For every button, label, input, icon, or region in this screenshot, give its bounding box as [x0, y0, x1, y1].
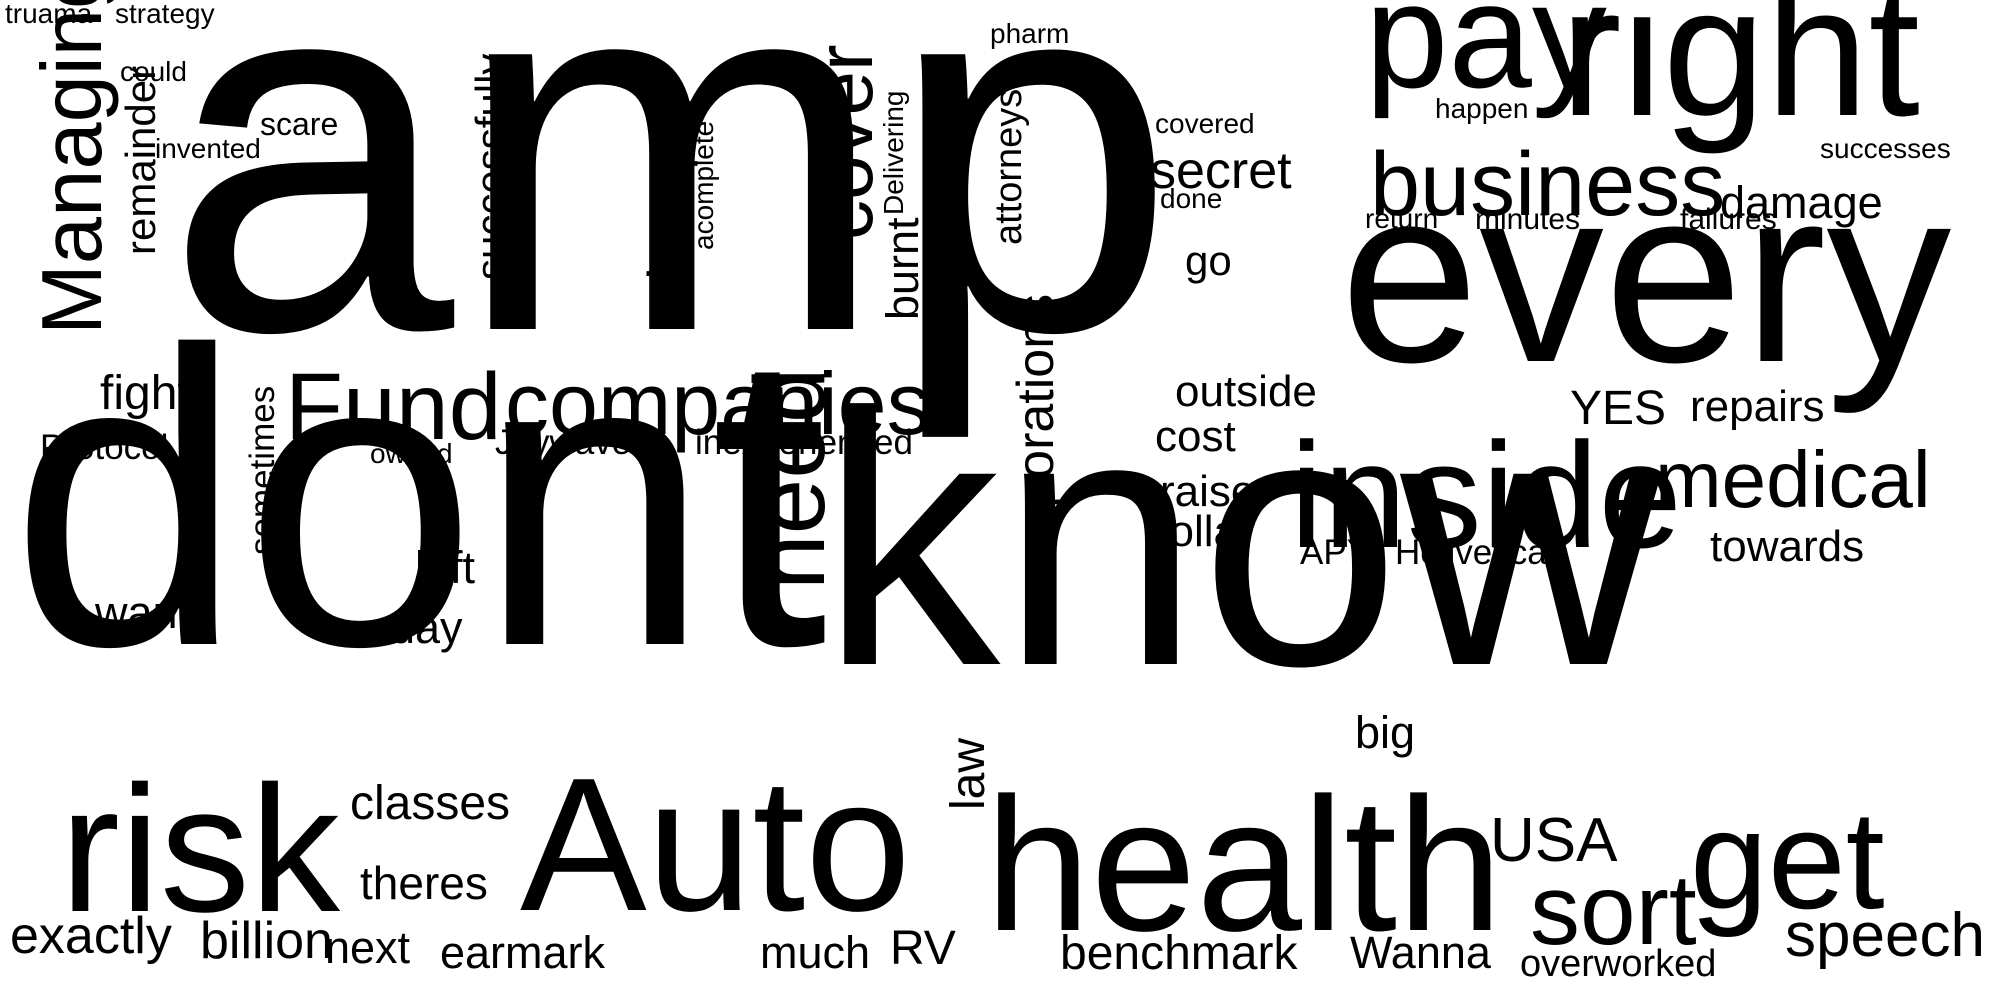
word-left: left	[415, 542, 476, 593]
word-failures: failures	[1680, 203, 1777, 236]
word-successfully: successfully	[467, 53, 514, 280]
word-every: every	[1340, 135, 1952, 414]
word-apy: APY	[1300, 533, 1371, 572]
word-scare: scare	[260, 106, 339, 142]
word-happen: happen	[1435, 93, 1529, 124]
word-truama: truama	[5, 0, 93, 29]
word-towards: towards	[1710, 522, 1865, 571]
word-invented: invented	[155, 133, 261, 164]
word-classes: classes	[350, 777, 511, 830]
word-dont: dont	[10, 265, 828, 734]
word-therapy: therapy	[636, 111, 698, 295]
word-know: know	[820, 339, 1661, 741]
word-could: could	[120, 56, 187, 87]
word-cost: cost	[1155, 412, 1236, 461]
word-next: next	[325, 922, 411, 973]
word-risk: risk	[60, 749, 340, 950]
word-strategy: strategy	[115, 0, 215, 29]
word-delivering: Delivering	[878, 90, 909, 216]
word-big: big	[1355, 707, 1416, 758]
word-corporations: corporations	[1007, 293, 1065, 580]
word-secret: secret	[1150, 142, 1292, 200]
word-rv: RV	[890, 922, 956, 975]
word-joywaves: Joywaves	[495, 423, 649, 462]
word-dollar: dollar	[1145, 507, 1253, 556]
word-hellvetica: Hellvetica	[1395, 533, 1547, 572]
word-managing: Managing	[25, 0, 120, 335]
word-successes: successes	[1820, 133, 1951, 164]
word-usa: USA	[1490, 806, 1618, 875]
word-acomplete: acomplete	[688, 120, 719, 250]
word-amp: amp	[165, 0, 1177, 440]
word-inside: inside	[1290, 411, 1682, 579]
word-companies: companies	[505, 354, 931, 453]
word-benchmark: benchmark	[1060, 927, 1298, 980]
word-go: go	[1185, 237, 1232, 284]
word-business: business	[1370, 135, 1726, 235]
word-law: law	[942, 737, 995, 810]
word-right: right	[1560, 0, 1920, 155]
word-owned: owned	[370, 438, 453, 469]
word-earmark: earmark	[440, 927, 606, 978]
word-cover: cover	[800, 44, 889, 240]
word-billion: billion	[200, 912, 333, 970]
word-medical: medical	[1655, 435, 1931, 524]
word-fund: Fund	[285, 354, 502, 460]
word-repairs: repairs	[1690, 382, 1825, 431]
word-done: done	[1160, 183, 1223, 214]
word-exactly: exactly	[10, 907, 172, 965]
word-theres: theres	[360, 857, 488, 909]
word-protocol: Protocol	[40, 428, 169, 467]
word-yes: YES	[1570, 382, 1667, 435]
word-fight: fight	[100, 367, 191, 420]
word-burnt: burnt	[877, 217, 928, 320]
word-wanna: Wanna	[1350, 927, 1491, 978]
word-day: day	[390, 602, 463, 653]
word-raise: raise	[1160, 467, 1256, 516]
word-pay: pay	[1365, 0, 1607, 119]
word-speech: speech	[1785, 901, 1985, 970]
word-sort: sort	[1530, 854, 1697, 966]
word-sometimes: sometimes	[243, 385, 282, 555]
word-covered: covered	[1155, 108, 1255, 139]
word-return: return	[1365, 203, 1439, 234]
word-much: much	[760, 927, 871, 978]
word-get: get	[1690, 781, 1885, 938]
word-want: want	[95, 587, 191, 638]
word-pharm: pharm	[990, 18, 1070, 49]
word-attorneys: attorneys	[988, 88, 1030, 245]
word-auto: Auto	[520, 739, 911, 951]
word-minutes: minutes	[1475, 203, 1581, 236]
word-inexperienced: inexperienced	[695, 423, 913, 462]
word-damage: damage	[1720, 177, 1883, 228]
word-need: need	[734, 367, 846, 590]
word-outside: outside	[1175, 367, 1317, 416]
word-health: health	[985, 759, 1503, 971]
word-overworked: overworked	[1520, 943, 1717, 985]
